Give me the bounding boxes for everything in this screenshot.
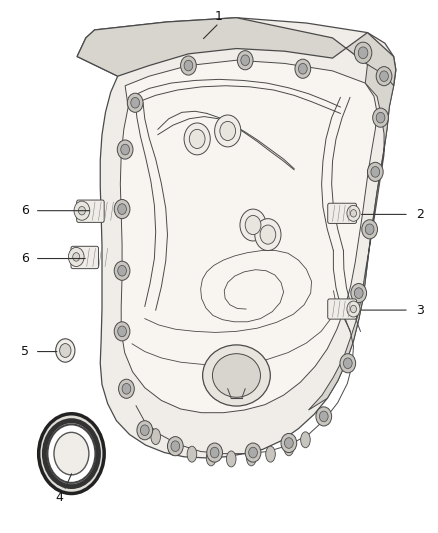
- Text: 6: 6: [21, 252, 28, 265]
- Circle shape: [354, 42, 372, 63]
- Circle shape: [167, 437, 183, 456]
- Circle shape: [118, 326, 127, 337]
- Circle shape: [260, 225, 276, 244]
- Ellipse shape: [266, 446, 276, 462]
- Circle shape: [347, 301, 360, 317]
- Polygon shape: [120, 60, 377, 413]
- Circle shape: [350, 209, 357, 217]
- Text: 4: 4: [56, 491, 64, 504]
- Circle shape: [245, 215, 261, 235]
- Circle shape: [295, 59, 311, 78]
- Circle shape: [215, 115, 241, 147]
- Circle shape: [114, 322, 130, 341]
- Circle shape: [39, 414, 104, 494]
- Circle shape: [376, 112, 385, 123]
- Circle shape: [118, 265, 127, 276]
- Circle shape: [376, 67, 392, 86]
- Circle shape: [281, 433, 297, 453]
- Circle shape: [380, 71, 389, 82]
- Circle shape: [78, 206, 85, 215]
- Text: 2: 2: [416, 208, 424, 221]
- Circle shape: [74, 201, 90, 220]
- Circle shape: [340, 354, 356, 373]
- Circle shape: [56, 339, 75, 362]
- Circle shape: [343, 358, 352, 368]
- FancyBboxPatch shape: [71, 246, 99, 269]
- Circle shape: [298, 63, 307, 74]
- FancyBboxPatch shape: [328, 203, 357, 223]
- Ellipse shape: [168, 439, 178, 455]
- Circle shape: [68, 247, 84, 266]
- Ellipse shape: [226, 451, 236, 467]
- Text: 6: 6: [21, 204, 28, 217]
- Circle shape: [131, 98, 140, 108]
- Circle shape: [118, 204, 127, 214]
- Circle shape: [240, 209, 266, 241]
- Polygon shape: [77, 18, 396, 86]
- Circle shape: [371, 166, 380, 177]
- Circle shape: [47, 424, 95, 483]
- Circle shape: [373, 108, 389, 127]
- Ellipse shape: [284, 440, 293, 456]
- Circle shape: [362, 220, 378, 239]
- Circle shape: [54, 432, 89, 475]
- Circle shape: [255, 219, 281, 251]
- Circle shape: [245, 443, 261, 462]
- Circle shape: [184, 123, 210, 155]
- Circle shape: [114, 199, 130, 219]
- Circle shape: [319, 411, 328, 422]
- Circle shape: [117, 140, 133, 159]
- Circle shape: [60, 344, 71, 358]
- Circle shape: [127, 93, 143, 112]
- Circle shape: [184, 60, 193, 71]
- Polygon shape: [308, 64, 394, 410]
- Circle shape: [220, 122, 236, 141]
- Circle shape: [241, 55, 250, 66]
- Circle shape: [180, 56, 196, 75]
- Circle shape: [122, 383, 131, 394]
- Circle shape: [121, 144, 130, 155]
- Circle shape: [207, 443, 223, 462]
- FancyBboxPatch shape: [77, 200, 104, 222]
- Circle shape: [73, 253, 80, 261]
- Circle shape: [189, 130, 205, 149]
- Circle shape: [358, 47, 368, 59]
- Ellipse shape: [203, 345, 270, 406]
- Circle shape: [249, 447, 258, 458]
- Circle shape: [350, 305, 357, 313]
- Circle shape: [367, 163, 383, 181]
- Ellipse shape: [151, 429, 160, 445]
- FancyBboxPatch shape: [328, 299, 357, 319]
- Circle shape: [351, 284, 367, 303]
- Text: 3: 3: [416, 304, 424, 317]
- Circle shape: [316, 407, 332, 426]
- Ellipse shape: [300, 432, 310, 448]
- Circle shape: [171, 441, 180, 451]
- Circle shape: [119, 379, 134, 398]
- Circle shape: [365, 224, 374, 235]
- Ellipse shape: [206, 450, 216, 466]
- Circle shape: [137, 421, 152, 440]
- Circle shape: [237, 51, 253, 70]
- Circle shape: [114, 261, 130, 280]
- Circle shape: [347, 205, 360, 221]
- Circle shape: [210, 447, 219, 458]
- Circle shape: [354, 288, 363, 298]
- Circle shape: [141, 425, 149, 435]
- Text: 1: 1: [215, 10, 223, 23]
- Ellipse shape: [187, 446, 197, 462]
- Text: 5: 5: [21, 345, 29, 358]
- Polygon shape: [77, 18, 396, 458]
- Ellipse shape: [212, 354, 261, 397]
- Circle shape: [285, 438, 293, 448]
- Ellipse shape: [247, 450, 256, 466]
